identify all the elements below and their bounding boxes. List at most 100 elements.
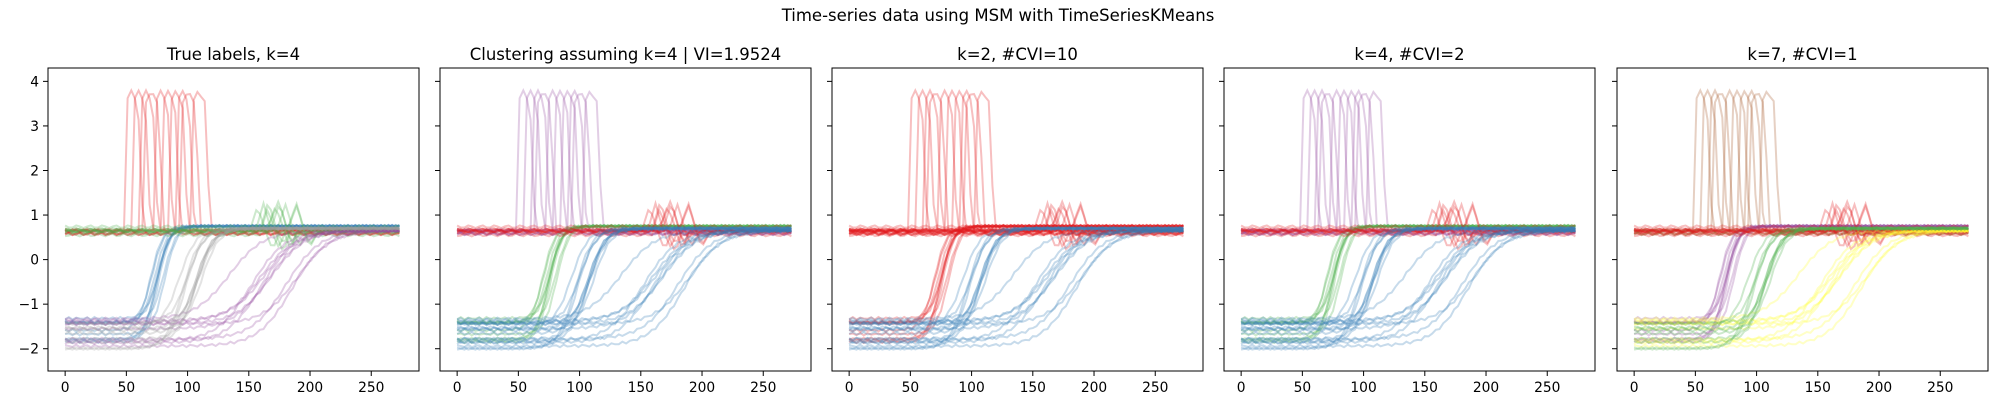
series-line (1633, 223, 1969, 321)
series-line (1633, 226, 1969, 342)
series-line (456, 228, 792, 342)
series-line (1633, 226, 1969, 326)
series-line (64, 226, 400, 342)
panel-title: k=7, #CVI=1 (1747, 45, 1857, 64)
series-line (64, 89, 400, 237)
series-line (1240, 226, 1576, 342)
series-line (64, 228, 400, 344)
series-line (1241, 200, 1576, 245)
series-line (64, 88, 400, 236)
series-line (1633, 228, 1969, 332)
series-line (848, 225, 1184, 331)
series-line (1240, 88, 1576, 237)
series-line (64, 226, 400, 326)
series-line (848, 226, 1184, 336)
series-line (456, 88, 792, 234)
series-line (1240, 208, 1576, 247)
series-line (848, 228, 1184, 342)
series-line (64, 225, 400, 333)
series-line (848, 207, 1184, 251)
series-line (456, 226, 792, 326)
series-line (1633, 88, 1969, 233)
series-line (1240, 228, 1576, 323)
series-line (1633, 201, 1969, 246)
x-tick-label: 150 (236, 380, 262, 396)
series-line (1240, 203, 1576, 247)
x-tick-label: 150 (1412, 380, 1438, 396)
series-line (848, 223, 1184, 345)
series-line (64, 228, 400, 349)
series-line (848, 228, 1184, 346)
series-line (1240, 223, 1576, 337)
x-tick-label: 50 (510, 380, 528, 396)
series-line (848, 228, 1184, 327)
series-line (1240, 223, 1576, 326)
x-tick-label: 50 (118, 380, 136, 396)
series-line (848, 226, 1184, 326)
series-line (456, 89, 792, 234)
series-line (848, 223, 1184, 321)
series-line (64, 88, 400, 234)
axes-frame (831, 67, 1204, 372)
series-line (64, 228, 400, 323)
series-line (1633, 225, 1969, 333)
series-line (1633, 206, 1969, 248)
series-line (1633, 223, 1969, 343)
series-line (1240, 88, 1576, 236)
series-line (1633, 89, 1969, 234)
series-line (64, 225, 400, 351)
series-line (64, 228, 400, 342)
x-tick-label: 250 (1142, 380, 1168, 396)
series-line (64, 226, 400, 336)
series-line (1633, 223, 1969, 325)
series-line (1633, 203, 1969, 242)
series-line (1240, 93, 1576, 233)
y-tick-label: 1 (30, 208, 39, 224)
series-line (848, 228, 1184, 332)
series-line (1633, 226, 1969, 330)
x-tick-label: 200 (689, 380, 715, 396)
y-tick-label: 2 (30, 163, 39, 179)
series-line (848, 228, 1184, 327)
series-line (1633, 223, 1969, 345)
series-line (1240, 204, 1576, 246)
series-line (1633, 228, 1969, 323)
chart-panel-2: Clustering assuming k=4 | VI=1.9524 0 50 10… (435, 45, 812, 396)
x-tick-label: 100 (1743, 380, 1769, 396)
series-line (848, 223, 1184, 333)
x-tick-label: 100 (566, 380, 592, 396)
series-line (848, 223, 1184, 326)
series-line (1240, 89, 1576, 234)
series-line (1240, 226, 1576, 351)
x-tick-label: 0 (1237, 380, 1246, 396)
series-line (457, 200, 792, 245)
series-line (848, 198, 1184, 243)
series-line (456, 228, 792, 327)
x-tick-label: 100 (174, 380, 200, 396)
series-line (456, 89, 792, 237)
x-tick-label: 0 (61, 380, 70, 396)
figure-suptitle: Time-series data using MSM with TimeSeri… (781, 6, 1215, 25)
series-line (1240, 223, 1576, 326)
panel-title: k=4, #CVI=2 (1354, 45, 1464, 64)
series-line (64, 223, 400, 343)
series-line (1633, 89, 1969, 237)
chart-panel-5: k=7, #CVI=1 0 50 100 150 200 250 (1612, 45, 1989, 396)
series-line (1633, 228, 1969, 342)
series-line (456, 88, 792, 233)
series-line (1240, 89, 1576, 237)
series-line (1633, 199, 1969, 249)
series-line (64, 223, 400, 325)
series-line (848, 225, 1184, 333)
series-line (456, 225, 792, 331)
series-group (848, 88, 1184, 351)
series-line (848, 93, 1184, 233)
series-line (456, 223, 792, 345)
x-tick-label: 200 (297, 380, 323, 396)
series-line (456, 228, 792, 325)
chart-panel-4: k=4, #CVI=2 0 50 100 150 200 250 (1219, 45, 1596, 396)
series-line (64, 207, 400, 251)
series-line (1240, 207, 1576, 251)
series-line (1633, 228, 1969, 327)
